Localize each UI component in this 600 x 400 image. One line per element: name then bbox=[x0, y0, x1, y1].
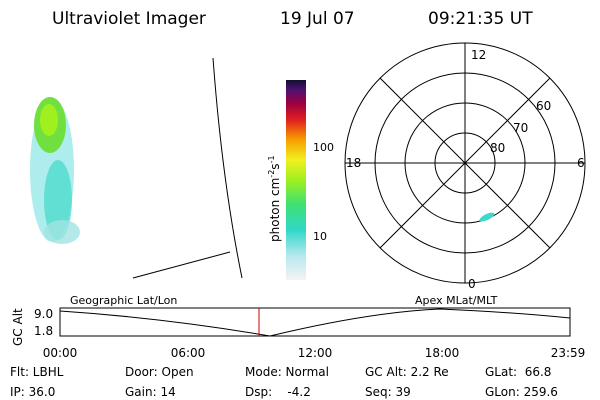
timeline-title: Geographic Lat/Lon bbox=[70, 294, 177, 307]
mlt-label: 12 bbox=[471, 48, 486, 62]
lat-label: 70 bbox=[513, 121, 528, 135]
status-field: GC Alt: 2.2 Re bbox=[365, 365, 449, 379]
time: 09:21:35 UT bbox=[428, 9, 533, 29]
colorbar-tick-label: 10 bbox=[313, 230, 327, 243]
altitude-curve bbox=[59, 308, 571, 337]
status-field: IP: 36.0 bbox=[10, 385, 55, 399]
status-field: GLat: 66.8 bbox=[485, 365, 551, 379]
timeline-axis-label: GC Alt bbox=[11, 308, 25, 346]
limb-arc bbox=[212, 57, 243, 279]
timeline-y-label: 9.0 bbox=[34, 307, 53, 321]
status-field: Door: Open bbox=[125, 365, 194, 379]
time-label: 23:59 bbox=[551, 346, 586, 360]
lat-label: 60 bbox=[536, 99, 551, 113]
date: 19 Jul 07 bbox=[280, 9, 355, 29]
mlt-label: 6 bbox=[577, 156, 585, 170]
time-label: 12:00 bbox=[298, 346, 333, 360]
status-field: Seq: 39 bbox=[365, 385, 411, 399]
status-field: Dsp: -4.2 bbox=[245, 385, 311, 399]
timeline-title: Apex MLat/MLT bbox=[415, 294, 498, 307]
title: Ultraviolet Imager bbox=[52, 9, 206, 29]
time-label: 06:00 bbox=[171, 346, 206, 360]
colorbar bbox=[286, 80, 306, 280]
time-label: 00:00 bbox=[43, 346, 78, 360]
status-footer: Flt: LBHL Door: Open Mode: Normal GC Alt: 2… bbox=[10, 365, 558, 399]
colorbar-label: photon cm-2s-1 bbox=[267, 155, 282, 242]
status-field: Flt: LBHL bbox=[10, 365, 64, 379]
timeline-box bbox=[59, 307, 571, 337]
polar-grid bbox=[344, 42, 586, 284]
terminator bbox=[132, 251, 231, 279]
lat-label: 80 bbox=[490, 141, 505, 155]
status-field: Gain: 14 bbox=[125, 385, 176, 399]
timeline-y-label: 1.8 bbox=[34, 324, 53, 338]
uv-image bbox=[30, 57, 243, 279]
status-field: Mode: Normal bbox=[245, 365, 329, 379]
mlt-label: 0 bbox=[468, 277, 476, 291]
colorbar-tick-label: 100 bbox=[313, 141, 334, 154]
time-label: 18:00 bbox=[425, 346, 460, 360]
status-field: GLon: 259.6 bbox=[485, 385, 558, 399]
mlt-label: 18 bbox=[346, 156, 361, 170]
